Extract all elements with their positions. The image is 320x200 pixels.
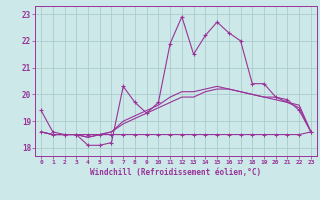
X-axis label: Windchill (Refroidissement éolien,°C): Windchill (Refroidissement éolien,°C) <box>91 168 261 177</box>
